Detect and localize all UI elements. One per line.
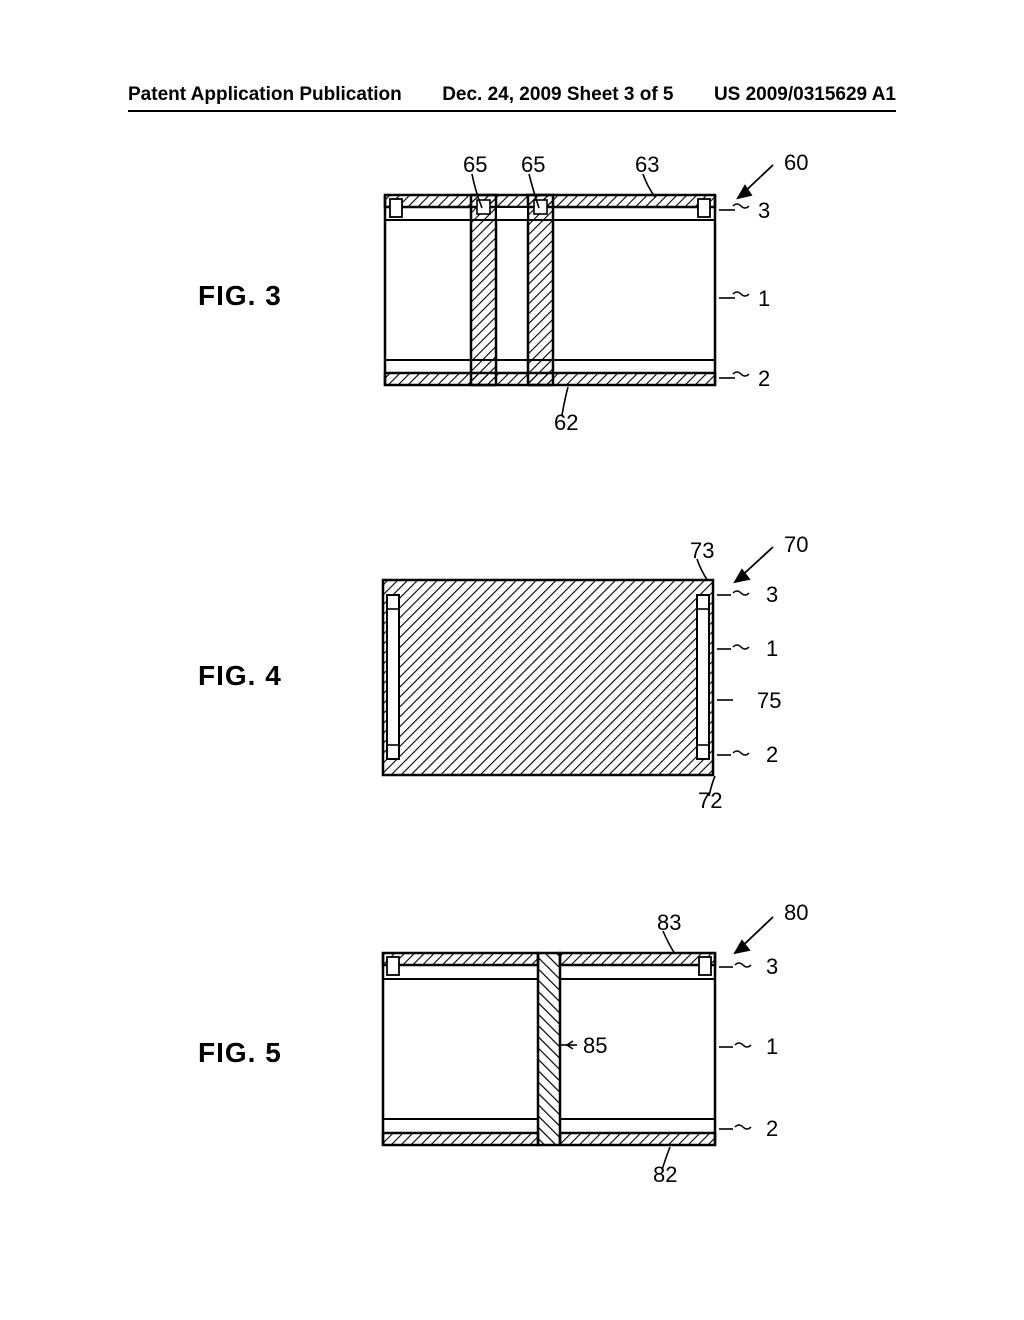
fig4-diagram (373, 525, 833, 825)
fig3-ref-60: 60 (784, 150, 808, 176)
fig5-label: FIG. 5 (198, 1037, 282, 1069)
fig4-ref-3: 3 (766, 582, 778, 608)
fig4-ref-75: 75 (757, 688, 781, 714)
fig3-label: FIG. 3 (198, 280, 282, 312)
fig5-ref-2: 2 (766, 1116, 778, 1142)
fig4-label: FIG. 4 (198, 660, 282, 692)
page-header: Patent Application Publication Dec. 24, … (0, 84, 1024, 106)
fig5-ref-83: 83 (657, 910, 681, 936)
fig3-ref-3: 3 (758, 198, 770, 224)
fig4-ref-2: 2 (766, 742, 778, 768)
fig5-ref-85: 85 (583, 1033, 607, 1059)
fig5-ref-80: 80 (784, 900, 808, 926)
header-rule (128, 110, 896, 112)
header-left: Patent Application Publication (128, 84, 402, 106)
fig5-ref-3: 3 (766, 954, 778, 980)
fig4-ref-73: 73 (690, 538, 714, 564)
fig3-ref-1: 1 (758, 286, 770, 312)
fig5-ref-82: 82 (653, 1162, 677, 1188)
fig5-ref-1: 1 (766, 1034, 778, 1060)
fig4-ref-70: 70 (784, 532, 808, 558)
fig3-ref-62: 62 (554, 410, 578, 436)
fig3-ref-65b: 65 (521, 152, 545, 178)
fig4-ref-72: 72 (698, 788, 722, 814)
fig3-ref-65a: 65 (463, 152, 487, 178)
fig4-ref-1: 1 (766, 636, 778, 662)
fig3-ref-63: 63 (635, 152, 659, 178)
fig3-ref-2: 2 (758, 366, 770, 392)
header-right: US 2009/0315629 A1 (714, 84, 896, 106)
header-center: Dec. 24, 2009 Sheet 3 of 5 (442, 84, 673, 106)
